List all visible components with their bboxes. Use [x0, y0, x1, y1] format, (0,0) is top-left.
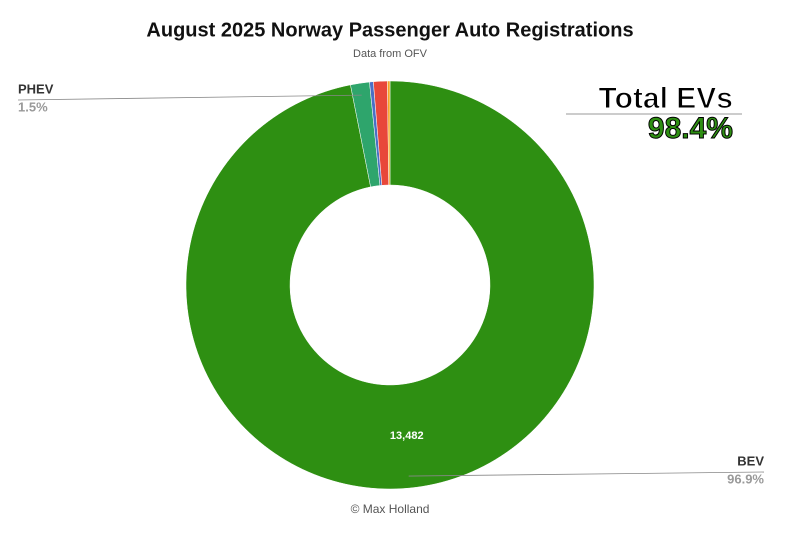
slice — [387, 80, 391, 186]
data-label: 13,482 — [390, 430, 424, 442]
footer: © Max Holland — [351, 502, 430, 516]
chart-subtitle: Data from OFV — [353, 48, 428, 60]
annotation-title: Total EVs — [599, 82, 733, 115]
category-label: PHEV — [18, 81, 54, 96]
percent-label: 1.5% — [18, 99, 48, 114]
annotation-value: 98.4% — [648, 112, 733, 145]
leader-line — [17, 94, 362, 101]
percent-label: 96.9% — [727, 471, 764, 486]
category-label: BEV — [737, 453, 764, 468]
slice — [185, 80, 595, 490]
chart-title: August 2025 Norway Passenger Auto Regist… — [146, 19, 633, 41]
leader-line — [408, 471, 765, 477]
